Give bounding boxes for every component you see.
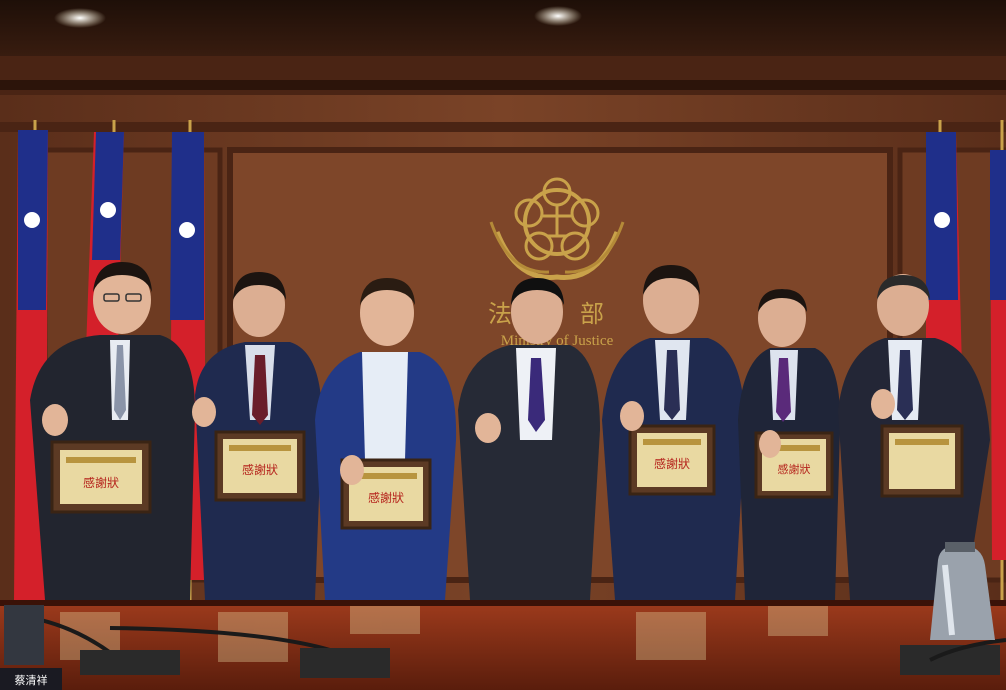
nameplate xyxy=(0,668,62,690)
plaque-1: 感謝狀 xyxy=(50,440,152,514)
microphone-right xyxy=(900,638,1006,675)
nameplate-text: 蔡清祥 xyxy=(15,673,48,687)
plaque-2: 感謝狀 xyxy=(214,430,306,502)
ministry-emblem xyxy=(489,177,625,280)
ceiling-light-right xyxy=(534,6,582,26)
thermos-jug xyxy=(930,542,995,640)
ceiling-light-left xyxy=(54,8,106,28)
plaque-4: 感謝狀 xyxy=(628,424,716,496)
plaque-3-text: 感謝狀 xyxy=(368,490,404,505)
microphone-left xyxy=(4,605,180,675)
plaque-2-text: 感謝狀 xyxy=(242,462,278,477)
microphone-center xyxy=(109,626,390,678)
table-reflections xyxy=(60,606,828,662)
plaque-6 xyxy=(880,424,964,498)
thumbs-up-hands xyxy=(42,389,895,485)
plaque-5-text: 感謝狀 xyxy=(778,462,811,476)
person-4-minister xyxy=(458,278,600,600)
plaque-1-text: 感謝狀 xyxy=(83,475,119,490)
flag-5 xyxy=(990,120,1006,600)
ceiling xyxy=(0,0,1006,60)
conference-table xyxy=(0,604,1006,690)
plaque-4-text: 感謝狀 xyxy=(654,456,690,471)
